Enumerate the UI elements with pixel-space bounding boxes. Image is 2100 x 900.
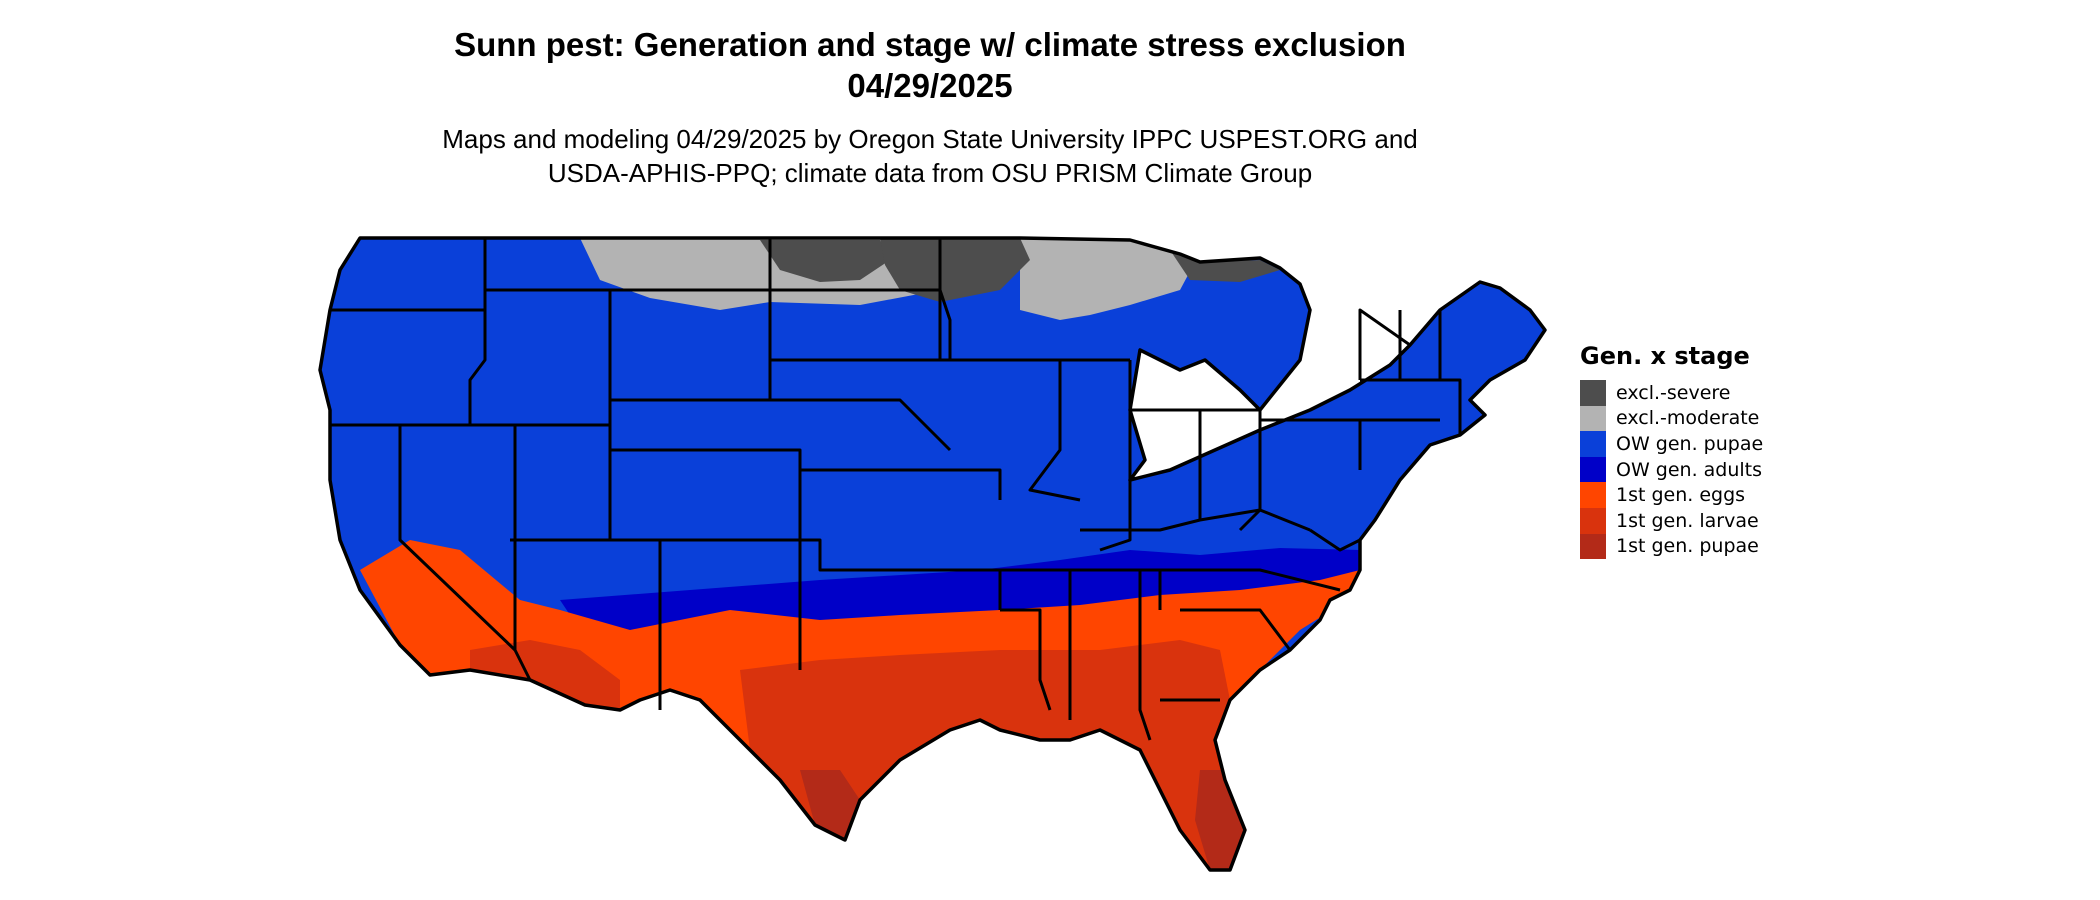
legend-label: excl.-moderate bbox=[1616, 407, 1760, 430]
legend-label: 1st gen. eggs bbox=[1616, 484, 1746, 507]
boundary-il-wi bbox=[1058, 358, 1130, 450]
boundary-va-md bbox=[1309, 528, 1361, 552]
boundary-ks-ok bbox=[800, 468, 1002, 500]
region-ow-pupae bbox=[320, 238, 1545, 870]
legend-swatch bbox=[1580, 380, 1606, 406]
region-gen1-larvae bbox=[740, 640, 1245, 870]
boundary-ok-tx bbox=[800, 538, 1002, 610]
legend-item: excl.-severe bbox=[1580, 380, 1763, 406]
subtitle-line-2: USDA-APHIS-PPQ; climate data from OSU PR… bbox=[547, 158, 1313, 188]
legend-label: OW gen. pupae bbox=[1616, 432, 1764, 455]
boundary-ga-sc bbox=[1180, 608, 1292, 651]
legend-swatch bbox=[1580, 456, 1606, 483]
map-subtitle: Maps and modeling 04/29/2025 by Oregon S… bbox=[0, 122, 1860, 190]
legend-swatch bbox=[1580, 405, 1606, 432]
boundary-sd-ne bbox=[770, 289, 952, 362]
map-legend: Gen. x stage excl.-severe excl.-moderate… bbox=[1580, 342, 1763, 560]
legend-item: OW gen. adults bbox=[1580, 456, 1763, 483]
legend-item: OW gen. pupae bbox=[1580, 431, 1763, 457]
state-boundaries bbox=[330, 238, 1462, 741]
national-boundary bbox=[318, 236, 1547, 872]
region-excl-moderate-mn bbox=[1020, 238, 1195, 320]
boundary-ky-va bbox=[1080, 508, 1311, 532]
legend-title: Gen. x stage bbox=[1580, 342, 1750, 370]
legend-label: excl.-severe bbox=[1616, 381, 1731, 404]
legend-label: OW gen. adults bbox=[1616, 458, 1763, 481]
boundary-new-england bbox=[1360, 378, 1462, 435]
region-excl-severe-mn bbox=[1170, 250, 1280, 282]
boundary-nv-ut-az bbox=[513, 425, 532, 681]
boundary-co-ks bbox=[610, 448, 802, 540]
boundary-il-in bbox=[1099, 360, 1132, 552]
boundary-ny-vt bbox=[1358, 308, 1411, 380]
boundary-ne-ks bbox=[770, 398, 952, 452]
boundary-or-id bbox=[468, 310, 487, 425]
legend-item: 1st gen. larvae bbox=[1580, 507, 1763, 534]
region-excl-severe-nd bbox=[880, 238, 1030, 302]
title-line-2: 04/29/2025 bbox=[847, 67, 1013, 104]
legend-label: 1st gen. pupae bbox=[1616, 535, 1759, 558]
legend-swatch bbox=[1580, 533, 1606, 560]
boundary-al-ga bbox=[1138, 570, 1152, 741]
title-line-1: Sunn pest: Generation and stage w/ clima… bbox=[454, 26, 1406, 63]
legend-item: 1st gen. pupae bbox=[1580, 533, 1763, 560]
legend-swatch bbox=[1580, 507, 1606, 534]
boundary-oh-pa bbox=[1200, 408, 1262, 532]
region-gen1-larvae-az bbox=[470, 640, 620, 710]
legend-item: 1st gen. eggs bbox=[1580, 482, 1763, 508]
us-map bbox=[318, 236, 1547, 872]
legend-swatch bbox=[1580, 482, 1606, 508]
region-excl-severe-mt bbox=[760, 240, 890, 282]
map-title: Sunn pest: Generation and stage w/ clima… bbox=[0, 24, 1860, 106]
boundary-tn-nc bbox=[1160, 568, 1341, 592]
legend-item: excl.-moderate bbox=[1580, 405, 1763, 432]
boundary-ca-nv bbox=[398, 425, 517, 652]
subtitle-line-1: Maps and modeling 04/29/2025 by Oregon S… bbox=[442, 124, 1418, 154]
legend-label: 1st gen. larvae bbox=[1616, 509, 1759, 532]
legend-swatch bbox=[1580, 431, 1606, 457]
boundary-la-ar bbox=[1000, 608, 1052, 711]
